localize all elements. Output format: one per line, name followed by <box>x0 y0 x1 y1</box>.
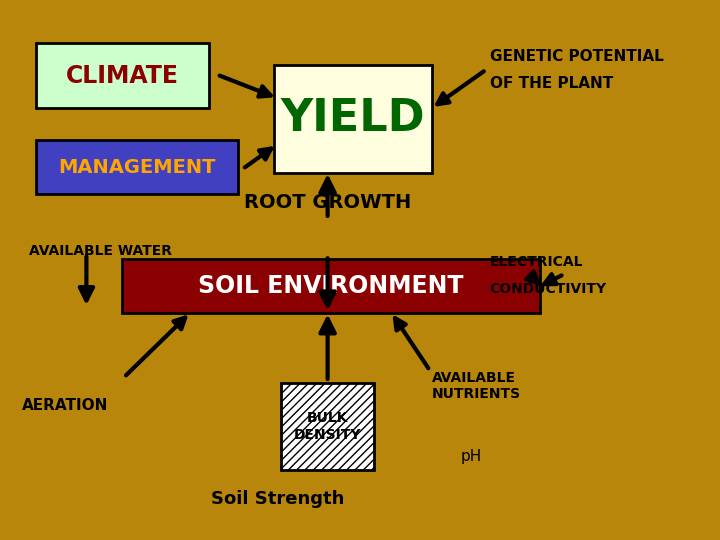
FancyBboxPatch shape <box>281 383 374 470</box>
Text: pH: pH <box>461 449 482 464</box>
Text: YIELD: YIELD <box>281 97 425 140</box>
Text: Soil Strength: Soil Strength <box>210 490 344 509</box>
Text: GENETIC POTENTIAL: GENETIC POTENTIAL <box>490 49 663 64</box>
FancyBboxPatch shape <box>36 140 238 194</box>
Text: AERATION: AERATION <box>22 397 108 413</box>
FancyBboxPatch shape <box>36 43 209 108</box>
Text: AVAILABLE WATER: AVAILABLE WATER <box>29 244 172 258</box>
FancyBboxPatch shape <box>274 65 432 173</box>
Text: AVAILABLE
NUTRIENTS: AVAILABLE NUTRIENTS <box>432 371 521 401</box>
Text: BULK
DENSITY: BULK DENSITY <box>294 411 361 442</box>
Text: MANAGEMENT: MANAGEMENT <box>58 158 215 177</box>
Text: ELECTRICAL: ELECTRICAL <box>490 255 583 269</box>
Text: OF THE PLANT: OF THE PLANT <box>490 76 613 91</box>
Text: SOIL ENVIRONMENT: SOIL ENVIRONMENT <box>199 274 464 298</box>
FancyBboxPatch shape <box>122 259 540 313</box>
Text: ROOT GROWTH: ROOT GROWTH <box>244 193 411 212</box>
Text: CONDUCTIVITY: CONDUCTIVITY <box>490 282 607 296</box>
Text: CLIMATE: CLIMATE <box>66 64 179 87</box>
